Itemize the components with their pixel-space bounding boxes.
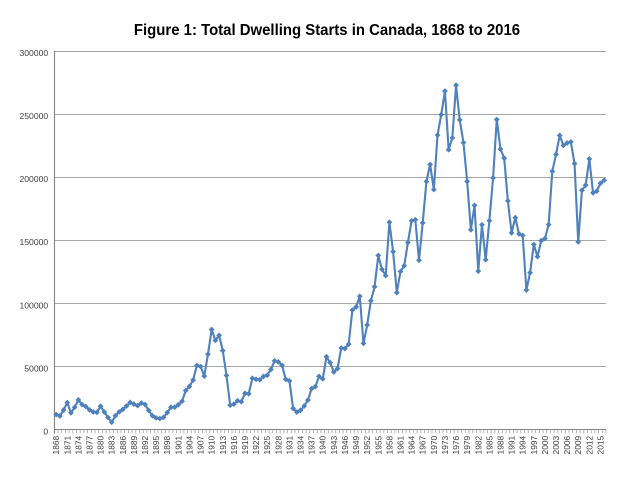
svg-text:250000: 250000 xyxy=(20,111,49,121)
svg-text:1874: 1874 xyxy=(73,435,83,454)
svg-text:1991: 1991 xyxy=(507,435,517,454)
svg-text:1886: 1886 xyxy=(118,435,128,454)
svg-text:1964: 1964 xyxy=(407,435,417,454)
svg-text:1985: 1985 xyxy=(484,435,494,454)
svg-text:150000: 150000 xyxy=(20,237,49,247)
svg-text:1937: 1937 xyxy=(307,435,317,454)
svg-text:1925: 1925 xyxy=(262,435,272,454)
svg-text:1922: 1922 xyxy=(251,435,261,454)
svg-text:1916: 1916 xyxy=(229,435,239,454)
svg-text:1877: 1877 xyxy=(84,435,94,454)
svg-text:1889: 1889 xyxy=(129,435,139,454)
svg-text:Figure 1: Total Dwelling Start: Figure 1: Total Dwelling Starts in Canad… xyxy=(134,22,520,39)
svg-text:1871: 1871 xyxy=(62,435,72,454)
svg-text:1868: 1868 xyxy=(51,435,61,454)
svg-text:50000: 50000 xyxy=(24,363,48,373)
svg-text:2000: 2000 xyxy=(540,435,550,454)
svg-text:2003: 2003 xyxy=(551,435,561,454)
svg-text:1994: 1994 xyxy=(518,435,528,454)
svg-text:200000: 200000 xyxy=(20,174,49,184)
svg-text:100000: 100000 xyxy=(20,300,49,310)
svg-text:1934: 1934 xyxy=(296,435,306,454)
svg-text:0: 0 xyxy=(43,427,48,437)
svg-text:1976: 1976 xyxy=(451,435,461,454)
svg-text:1982: 1982 xyxy=(473,435,483,454)
svg-text:1931: 1931 xyxy=(284,435,294,454)
svg-text:1949: 1949 xyxy=(351,435,361,454)
svg-text:1979: 1979 xyxy=(462,435,472,454)
svg-text:1883: 1883 xyxy=(107,435,117,454)
svg-text:1910: 1910 xyxy=(207,435,217,454)
svg-text:1967: 1967 xyxy=(418,435,428,454)
svg-text:1895: 1895 xyxy=(151,435,161,454)
svg-text:2006: 2006 xyxy=(562,435,572,454)
svg-text:1955: 1955 xyxy=(373,435,383,454)
svg-text:1952: 1952 xyxy=(362,435,372,454)
svg-text:2015: 2015 xyxy=(595,435,605,454)
svg-text:1913: 1913 xyxy=(218,435,228,454)
svg-text:1988: 1988 xyxy=(495,435,505,454)
svg-text:1970: 1970 xyxy=(429,435,439,454)
svg-text:1928: 1928 xyxy=(273,435,283,454)
svg-text:1997: 1997 xyxy=(529,435,539,454)
svg-text:2009: 2009 xyxy=(573,435,583,454)
svg-text:1940: 1940 xyxy=(318,435,328,454)
svg-text:1904: 1904 xyxy=(184,435,194,454)
svg-text:1892: 1892 xyxy=(140,435,150,454)
svg-text:1880: 1880 xyxy=(96,435,106,454)
svg-text:1901: 1901 xyxy=(173,435,183,454)
svg-text:1943: 1943 xyxy=(329,435,339,454)
svg-text:1898: 1898 xyxy=(162,435,172,454)
svg-text:1973: 1973 xyxy=(440,435,450,454)
svg-text:1946: 1946 xyxy=(340,435,350,454)
svg-text:2012: 2012 xyxy=(584,435,594,454)
svg-text:300000: 300000 xyxy=(20,48,49,58)
svg-text:1919: 1919 xyxy=(240,435,250,454)
svg-text:1907: 1907 xyxy=(196,435,206,454)
svg-text:1958: 1958 xyxy=(384,435,394,454)
svg-text:1961: 1961 xyxy=(396,435,406,454)
